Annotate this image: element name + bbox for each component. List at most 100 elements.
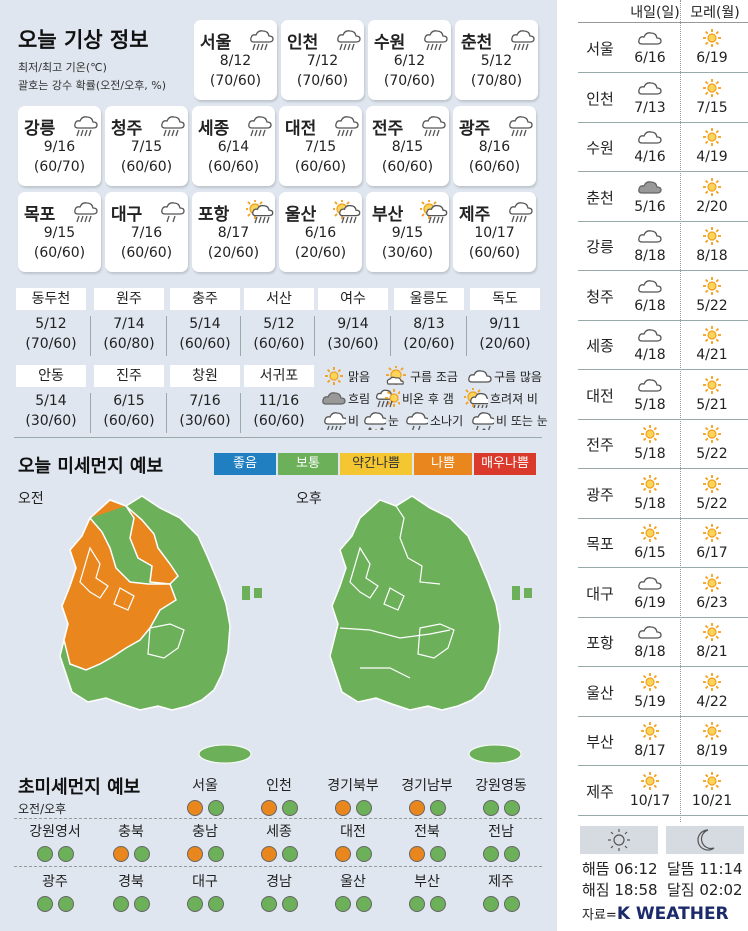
card-icon [507, 200, 535, 224]
rain-icon [509, 116, 533, 137]
card-prob: (60/60) [120, 245, 173, 261]
region-name: 세종 [266, 824, 292, 840]
weather-card-5: 강릉 9/16 (60/70) [18, 106, 101, 186]
cloud-outline-icon [638, 131, 662, 144]
forecast-city: 청주 [586, 287, 614, 306]
card-prob: (60/60) [381, 159, 434, 175]
card-temp: 9/15 [391, 225, 424, 241]
am-dot [408, 800, 425, 816]
small-city-name: 독도 [470, 288, 540, 310]
dayafter-temp: 5/22 [696, 297, 728, 314]
sun-cloud-icon [386, 366, 406, 385]
legend-item-10: 비 또는 눈 [470, 410, 548, 430]
small-city-temp: 7/16 [189, 393, 221, 409]
forecast-row-2: 인천 7/13 7/15 [578, 74, 748, 123]
legend-item-4: 흐림 [322, 388, 370, 408]
sun-icon [703, 474, 721, 493]
weather-card-7: 세종 6/14 (60/60) [192, 106, 275, 186]
pm-dot [133, 846, 150, 862]
small-city-temp: 9/11 [489, 316, 521, 332]
sun-icon [703, 623, 721, 641]
forecast-tomorrow: 6/19 [620, 573, 680, 611]
tomorrow-temp: 4/18 [634, 347, 666, 363]
rain-icon [424, 30, 448, 51]
shower-icon [161, 202, 185, 223]
forecast-row-3: 수원 4/16 4/19 [578, 123, 748, 172]
card-city: 세종 [198, 119, 230, 139]
cloud-outline-icon [638, 230, 662, 243]
small-city-name: 원주 [94, 288, 164, 310]
card-prob: (60/60) [468, 245, 521, 261]
dayafter-header: 모레(월) [690, 5, 740, 21]
region-row-divider [14, 818, 542, 819]
ultrafine-region-17: 울산 [318, 872, 388, 912]
dust-level-4: 나쁨 [414, 453, 472, 475]
forecast-dayafter: 5/22 [682, 424, 742, 462]
card-temp: 8/16 [478, 139, 511, 155]
card-icon [333, 114, 361, 138]
card-temp: 9/16 [43, 139, 76, 155]
cloud-outline-icon [638, 378, 662, 392]
sun-icon [703, 128, 721, 146]
ultrafine-region-1: 서울 [170, 776, 240, 816]
sun-icon [641, 771, 659, 790]
ultrafine-region-6: 강원영서 [20, 822, 90, 862]
cloud-outline-icon [638, 626, 662, 639]
forecast-city: 울산 [586, 683, 614, 702]
small-city-divider [314, 316, 315, 356]
ultrafine-region-12: 전남 [466, 822, 536, 862]
dust-level-1: 좋음 [214, 453, 276, 475]
tomorrow-temp: 6/16 [634, 50, 666, 66]
ultrafine-subtitle: 오전/오후 [18, 802, 67, 816]
sunset: 해짐 18:58 [582, 881, 658, 899]
tomorrow-temp: 8/18 [634, 644, 666, 660]
card-prob: (20/60) [207, 245, 260, 261]
ultrafine-region-4: 경기남부 [392, 776, 462, 816]
legend-item-3: 구름 많음 [468, 366, 542, 386]
legend-label: 비 또는 눈 [496, 413, 548, 428]
am-dot [186, 896, 203, 912]
forecast-city: 광주 [586, 485, 614, 504]
small-city-temp: 6/15 [113, 393, 145, 409]
dust-level-3: 약간나쁨 [340, 453, 412, 475]
am-dot [408, 896, 425, 912]
ultrafine-region-9: 세종 [244, 822, 314, 862]
sun-icon [703, 276, 721, 295]
card-temp: 6/16 [304, 225, 337, 241]
forecast-row-16: 제주 10/17 10/21 [578, 767, 748, 816]
forecast-row-5: 강릉 8/18 8/18 [578, 222, 748, 271]
small-city-prob: (60/80) [103, 336, 155, 352]
ultrafine-region-2: 인천 [244, 776, 314, 816]
small-city-temp: 8/13 [413, 316, 445, 332]
legend-item-2: 구름 조금 [384, 366, 458, 386]
ultrafine-title: 초미세먼지 예보 [18, 777, 141, 798]
rain-icon [250, 30, 274, 51]
card-icon [72, 200, 100, 224]
card-temp: 6/14 [217, 139, 250, 155]
pm-dot [207, 846, 224, 862]
forecast-row-11: 목포 6/15 6/17 [578, 519, 748, 568]
forecast-city: 대구 [586, 584, 614, 603]
weather-card-1: 서울 8/12 (70/60) [194, 20, 277, 100]
card-city: 서울 [200, 33, 232, 53]
sun-icon [703, 425, 721, 443]
small-city-name: 동두천 [16, 288, 86, 310]
forecast-dayafter: 8/18 [682, 226, 742, 264]
forecast-city: 제주 [586, 782, 614, 801]
weather-card-11: 목포 9/15 (60/60) [18, 192, 101, 272]
sun-icon [641, 524, 659, 542]
forecast-city: 세종 [586, 337, 614, 355]
small-city-temp: 5/14 [35, 393, 67, 409]
pm-dot [207, 896, 224, 912]
pm-dot [57, 896, 74, 912]
cloud-outline-icon [638, 329, 662, 342]
region-name: 광주 [42, 874, 68, 890]
ultrafine-region-15: 대구 [170, 872, 240, 912]
region-name: 전북 [414, 824, 440, 840]
pm-dot [429, 800, 446, 816]
weather-card-3: 수원 6/12 (70/60) [368, 20, 451, 100]
card-prob: (30/60) [381, 245, 434, 261]
pm-dot [281, 896, 298, 912]
forecast-row-4: 춘천 5/16 2/20 [578, 173, 748, 222]
small-city-prob: (20/60) [479, 336, 531, 352]
